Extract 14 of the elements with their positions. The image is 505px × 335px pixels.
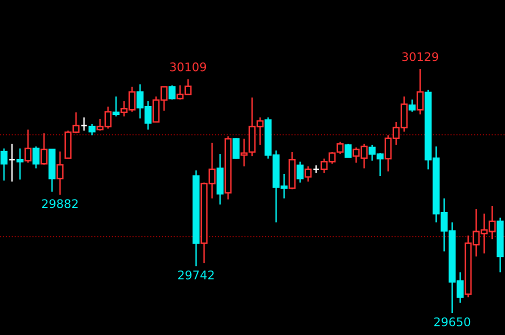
- candlestick: [16, 148, 24, 180]
- annotation: 29882: [42, 199, 78, 208]
- candlestick: [8, 143, 16, 182]
- annotation: 29742: [178, 270, 214, 280]
- candlestick: [192, 170, 200, 267]
- annotation: 30109: [170, 62, 206, 72]
- candlestick: [496, 217, 504, 273]
- annotation: 29650: [434, 317, 470, 326]
- candlestick: [240, 138, 248, 167]
- candlestick: [56, 150, 64, 196]
- candlestick: [416, 69, 424, 116]
- candlestick: [296, 161, 304, 184]
- annotation: 30129: [402, 52, 438, 62]
- candlestick: [216, 153, 224, 206]
